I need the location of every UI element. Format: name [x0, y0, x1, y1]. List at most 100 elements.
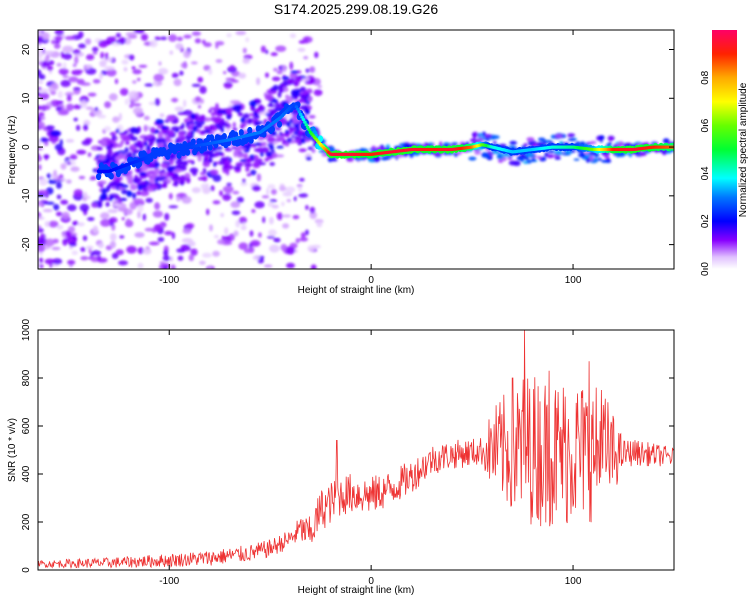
heatmap-cell: [114, 78, 119, 85]
heatmap-cell: [175, 43, 184, 50]
heatmap-cell: [158, 132, 164, 140]
heatmap-cell: [546, 154, 555, 159]
heatmap-cell: [91, 202, 99, 208]
heatmap-cell: [399, 143, 405, 147]
heatmap-cell: [249, 100, 257, 107]
heatmap-cell: [137, 247, 144, 255]
heatmap-cell: [266, 134, 273, 138]
heatmap-cell: [149, 127, 156, 134]
heatmap-cell: [662, 150, 667, 156]
heatmap-cell: [226, 113, 232, 120]
heatmap-cell: [305, 68, 310, 73]
heatmap-cell: [242, 58, 250, 64]
heatmap-cell: [38, 74, 46, 80]
colorbar-tick-label: 0.2: [700, 214, 711, 228]
heatmap-cell: [286, 262, 295, 269]
heatmap-cell: [163, 249, 169, 257]
spectrogram-frame: [37, 29, 675, 270]
heatmap-cell: [100, 212, 110, 220]
heatmap-cell: [143, 115, 150, 121]
heatmap-cell: [212, 200, 221, 205]
heatmap-cell: [130, 136, 138, 141]
heatmap-cell: [145, 135, 153, 139]
heatmap-cell: [269, 145, 275, 151]
heatmap-cell: [78, 175, 86, 180]
heatmap-cell: [382, 157, 391, 160]
heatmap-cell: [232, 190, 240, 195]
heatmap-cell: [252, 255, 261, 261]
heatmap-cell: [266, 136, 276, 143]
heatmap-cell: [38, 139, 41, 143]
heatmap-cell: [182, 228, 192, 235]
heatmap-cell: [172, 182, 178, 187]
heatmap-cell: [133, 107, 143, 115]
heatmap-cell: [409, 153, 414, 158]
heatmap-cell: [38, 37, 42, 44]
heatmap-cell: [155, 162, 160, 168]
heatmap-cell: [208, 109, 212, 113]
heatmap-cell: [276, 145, 284, 149]
heatmap-cell: [142, 187, 148, 192]
heatmap-cell: [179, 181, 186, 185]
heatmap-cell: [85, 38, 92, 45]
colorbar-tick-label: 0.8: [700, 70, 711, 84]
heatmap-cell: [235, 162, 244, 167]
heatmap-cell: [219, 160, 225, 165]
heatmap-cell: [191, 161, 195, 165]
heatmap-cell: [210, 185, 215, 192]
heatmap-cell: [176, 152, 182, 159]
heatmap-cell: [85, 67, 97, 75]
heatmap-cell: [66, 103, 74, 112]
heatmap-cell: [38, 225, 42, 229]
heatmap-cell: [230, 201, 241, 209]
snr-ytick-label: 1000: [21, 318, 32, 341]
heatmap-cell: [176, 36, 183, 42]
heatmap-cell: [226, 33, 232, 38]
heatmap-cell: [73, 87, 81, 91]
heatmap-cell: [172, 118, 179, 124]
heatmap-cell: [177, 111, 186, 116]
heatmap-cell: [143, 124, 148, 132]
heatmap-cell: [289, 33, 297, 39]
heatmap-cell: [305, 229, 309, 236]
heatmap-cell: [160, 162, 169, 169]
heatmap-cell: [251, 157, 255, 162]
heatmap-cell: [282, 214, 292, 218]
heatmap-cell: [179, 175, 187, 182]
heatmap-cell: [115, 249, 124, 256]
heatmap-cell: [106, 36, 116, 45]
heatmap-cell: [49, 134, 59, 143]
heatmap-cell: [48, 85, 53, 93]
heatmap-cell: [472, 133, 476, 139]
heatmap-cell: [258, 104, 263, 110]
heatmap-cell: [67, 204, 77, 212]
heatmap-cell: [100, 140, 108, 147]
heatmap-cell: [297, 110, 302, 114]
heatmap-cell: [159, 113, 165, 118]
heatmap-cell: [242, 113, 250, 119]
heatmap-cell: [42, 32, 50, 41]
heatmap-cell: [119, 37, 127, 42]
heatmap-cell: [128, 90, 139, 99]
heatmap-cell: [371, 145, 376, 151]
heatmap-cell: [280, 243, 288, 252]
heatmap-cell: [222, 193, 232, 201]
heatmap-cell: [267, 202, 274, 207]
heatmap-cell: [132, 192, 137, 200]
heatmap-cell: [71, 250, 79, 255]
heatmap-cell: [247, 126, 253, 134]
heatmap-cell: [47, 179, 58, 184]
heatmap-cell: [194, 96, 202, 103]
heatmap-cell: [154, 224, 162, 232]
heatmap-cell: [112, 116, 120, 123]
heatmap-cell: [253, 154, 259, 161]
heatmap-cell: [107, 148, 113, 156]
heatmap-cell: [188, 240, 196, 247]
heatmap-cell: [130, 183, 138, 191]
heatmap-cell: [250, 240, 261, 247]
heatmap-cell: [300, 94, 308, 100]
heatmap-cell: [76, 149, 87, 155]
heatmap-cell: [75, 124, 81, 131]
spectrogram-xtick-label: 0: [368, 275, 374, 286]
